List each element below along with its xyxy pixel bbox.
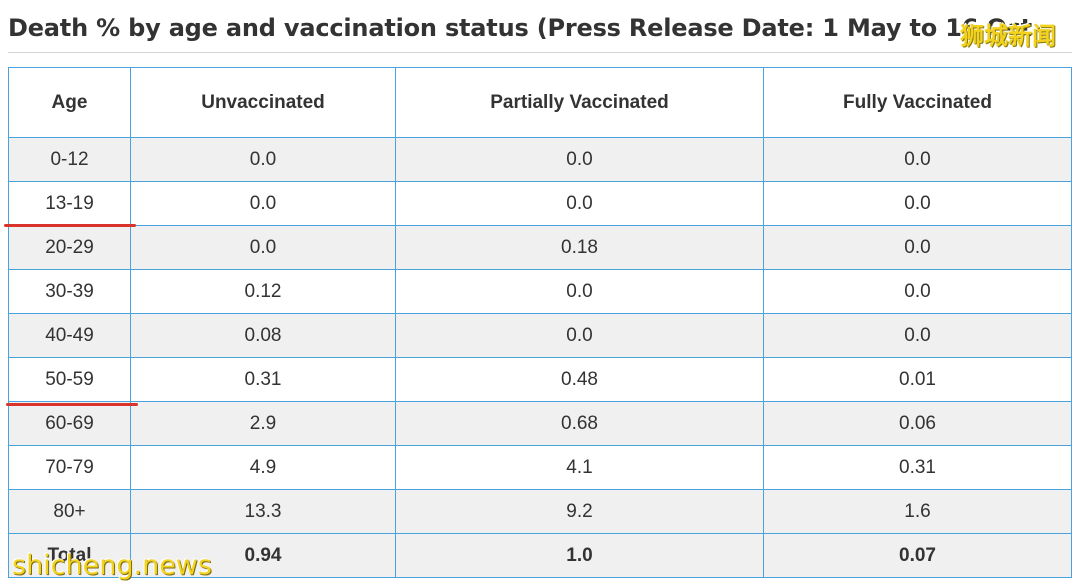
cell-age: 20-29 (8, 225, 131, 270)
cell-partially-vaccinated: 9.2 (395, 489, 764, 534)
table-row: 70-79 4.9 4.1 0.31 (8, 445, 1072, 490)
total-cell-age: Total (8, 533, 131, 578)
cell-fully-vaccinated: 0.31 (763, 445, 1072, 490)
watermark-top: 狮城新闻 (960, 22, 1056, 50)
table-row: 30-39 0.12 0.0 0.0 (8, 269, 1072, 314)
total-cell-partially-vaccinated: 1.0 (395, 533, 764, 578)
annotation-underline-50-59 (6, 403, 138, 406)
table-row: 40-49 0.08 0.0 0.0 (8, 313, 1072, 358)
cell-fully-vaccinated: 0.0 (763, 313, 1072, 358)
cell-age: 13-19 (8, 181, 131, 226)
column-header-partially-vaccinated: Partially Vaccinated (395, 67, 764, 138)
total-cell-fully-vaccinated: 0.07 (763, 533, 1072, 578)
cell-partially-vaccinated: 4.1 (395, 445, 764, 490)
cell-unvaccinated: 0.0 (130, 225, 396, 270)
cell-fully-vaccinated: 0.01 (763, 357, 1072, 402)
page-title: Death % by age and vaccination status (P… (8, 14, 1032, 42)
cell-unvaccinated: 13.3 (130, 489, 396, 534)
column-header-fully-vaccinated: Fully Vaccinated (763, 67, 1072, 138)
cell-age: 0-12 (8, 137, 131, 182)
table-row: 20-29 0.0 0.18 0.0 (8, 225, 1072, 270)
table-header-row: Age Unvaccinated Partially Vaccinated Fu… (8, 67, 1072, 138)
cell-partially-vaccinated: 0.0 (395, 269, 764, 314)
death-rate-table: Age Unvaccinated Partially Vaccinated Fu… (8, 67, 1072, 578)
cell-unvaccinated: 0.31 (130, 357, 396, 402)
watermark-bottom: shicheng.news (12, 550, 212, 581)
cell-fully-vaccinated: 0.0 (763, 225, 1072, 270)
cell-unvaccinated: 0.0 (130, 137, 396, 182)
cell-partially-vaccinated: 0.0 (395, 313, 764, 358)
cell-partially-vaccinated: 0.48 (395, 357, 764, 402)
cell-partially-vaccinated: 0.0 (395, 137, 764, 182)
table-row: 0-12 0.0 0.0 0.0 (8, 137, 1072, 182)
table-row: 80+ 13.3 9.2 1.6 (8, 489, 1072, 534)
cell-partially-vaccinated: 0.68 (395, 401, 764, 446)
table-row: 60-69 2.9 0.68 0.06 (8, 401, 1072, 446)
cell-fully-vaccinated: 0.0 (763, 181, 1072, 226)
table-row: 13-19 0.0 0.0 0.0 (8, 181, 1072, 226)
cell-age: 80+ (8, 489, 131, 534)
cell-fully-vaccinated: 0.06 (763, 401, 1072, 446)
cell-age: 60-69 (8, 401, 131, 446)
cell-fully-vaccinated: 0.0 (763, 269, 1072, 314)
annotation-underline-13-19 (4, 224, 136, 227)
column-header-unvaccinated: Unvaccinated (130, 67, 396, 138)
cell-unvaccinated: 0.0 (130, 181, 396, 226)
cell-unvaccinated: 0.08 (130, 313, 396, 358)
title-divider (8, 52, 1072, 53)
cell-unvaccinated: 4.9 (130, 445, 396, 490)
table-row: 50-59 0.31 0.48 0.01 (8, 357, 1072, 402)
cell-age: 50-59 (8, 357, 131, 402)
cell-partially-vaccinated: 0.0 (395, 181, 764, 226)
cell-fully-vaccinated: 1.6 (763, 489, 1072, 534)
table-total-row: Total 0.94 1.0 0.07 (8, 533, 1072, 578)
cell-partially-vaccinated: 0.18 (395, 225, 764, 270)
cell-age: 70-79 (8, 445, 131, 490)
cell-age: 30-39 (8, 269, 131, 314)
cell-fully-vaccinated: 0.0 (763, 137, 1072, 182)
cell-unvaccinated: 0.12 (130, 269, 396, 314)
column-header-age: Age (8, 67, 131, 138)
table-body: 0-12 0.0 0.0 0.0 13-19 0.0 0.0 0.0 20-29 0.0 0.18 0… (8, 137, 1072, 578)
cell-unvaccinated: 2.9 (130, 401, 396, 446)
cell-age: 40-49 (8, 313, 131, 358)
